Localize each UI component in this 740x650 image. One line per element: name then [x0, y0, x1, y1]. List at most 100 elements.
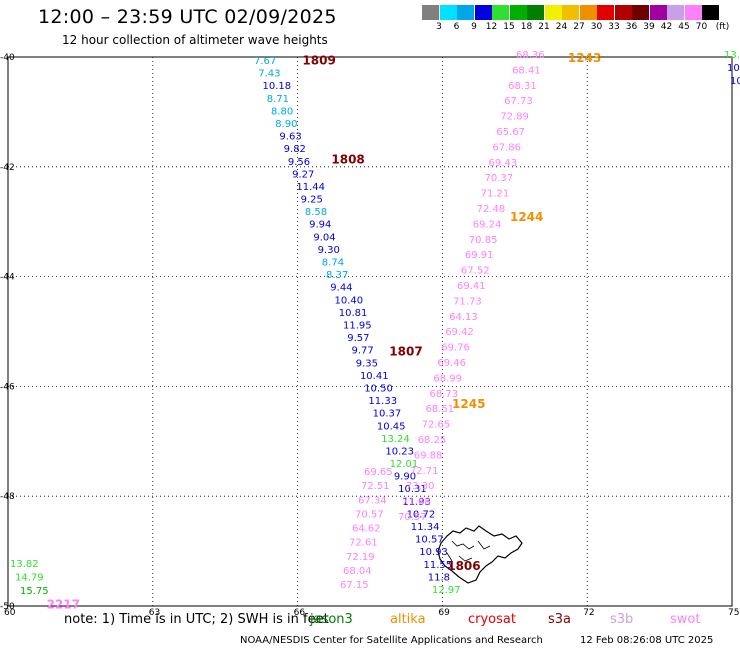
track-point-altika: 68.36: [516, 50, 545, 61]
track-point-s3a: 10.57: [415, 535, 444, 546]
track-point-edge: 10: [730, 76, 740, 87]
track-point-altika: 67.86: [492, 142, 521, 153]
lon-tick-label: 69: [438, 608, 450, 618]
satellite-altika: altika: [390, 612, 426, 627]
track-point-altika: 70.85: [469, 235, 498, 246]
track-point-s3a: 9.44: [330, 283, 352, 294]
legend-swatch: [492, 5, 509, 20]
track-point-altika: 69.88: [414, 450, 443, 461]
track-point-s3a: 11.95: [343, 321, 372, 332]
track-point-swot: 72.51: [361, 481, 390, 492]
satellite-s3b: s3b: [610, 612, 634, 627]
track-point-swot: 72.61: [349, 538, 378, 549]
track-point-s3a: 9.30: [318, 245, 340, 256]
track-point-edge: 10: [727, 63, 740, 74]
satellite-cryosat: cryosat: [468, 612, 516, 627]
lat-tick-label: -50: [0, 602, 15, 612]
track-point-s3a: 13.24: [381, 434, 410, 445]
track-point-s3a: 7.43: [258, 69, 280, 80]
track-point-s3a: 8.74: [322, 258, 344, 269]
track-point-altika: 70.57: [398, 512, 427, 523]
legend-swatch: [457, 5, 474, 20]
track-point-altika: 71.73: [453, 296, 482, 307]
legend-label: 3: [436, 22, 442, 32]
legend-label: 12: [485, 22, 498, 32]
track-point-altika: 67.52: [461, 266, 490, 277]
track-point-s3a: 10.18: [262, 81, 291, 92]
pass-number-label: 1808: [331, 153, 364, 167]
track-point-altika: 71.21: [481, 189, 510, 200]
track-point-s3a: 8.80: [271, 106, 293, 117]
track-point-altika: 69.41: [457, 281, 486, 292]
track-point-s3a: 11.44: [296, 182, 325, 193]
track-point-s3a: 10.72: [407, 509, 436, 520]
track-point-altika: 72.71: [410, 466, 439, 477]
track-point-altika: 69.43: [488, 158, 517, 169]
track-point-s3a: 12.97: [432, 585, 461, 596]
legend-swatch: [527, 5, 544, 20]
legend-swatch: [632, 5, 649, 20]
legend-swatch: [702, 5, 719, 20]
track-point-s3a: 9.82: [284, 144, 306, 155]
legend-swatch: [544, 5, 562, 20]
track-point-s3a: 9.56: [288, 157, 310, 168]
legend-label: 36: [625, 22, 638, 32]
legend-swatch: [614, 5, 632, 20]
track-point-altika: 68.73: [429, 389, 458, 400]
track-point-s3a: 9.04: [313, 232, 335, 243]
legend-label: 21: [538, 22, 550, 32]
page-subtitle: 12 hour collection of altimeter wave hei…: [62, 33, 328, 47]
legend-label: 45: [678, 22, 690, 32]
satellite-s3a: s3a: [548, 612, 572, 627]
legend-label: 33: [608, 22, 620, 32]
track-point-s3a: 10.93: [419, 547, 448, 558]
track-point-altika: 70.37: [485, 173, 514, 184]
track-point-altika: 69.91: [465, 250, 494, 261]
track-point-altika: 65.67: [496, 127, 525, 138]
legend-label: 30: [590, 22, 603, 32]
lon-tick-label: 72: [583, 608, 594, 618]
track-point-s3a: 9.57: [347, 333, 369, 344]
track-point-altika: 68.41: [512, 65, 541, 76]
track-point-s3a: 10.45: [377, 421, 406, 432]
legend-swatch: [439, 5, 457, 20]
pass-number-label: 2217: [47, 597, 80, 611]
track-point-altika: 68.99: [433, 373, 462, 384]
legend-label: 70: [695, 22, 708, 32]
track-point-altika: 69.24: [473, 219, 502, 230]
track-point-altika: 68.31: [508, 81, 537, 92]
legend-swatch: [509, 5, 527, 20]
pass-number-label: 1243: [568, 51, 601, 65]
footer-timestamp: 12 Feb 08:26:08 UTC 2025: [580, 635, 714, 646]
footer-credit: NOAA/NESDIS Center for Satellite Applica…: [240, 635, 543, 646]
track-point-altika: 67.73: [504, 96, 533, 107]
track-point-altika: 68.25: [418, 435, 447, 446]
pass-number-label: 1809: [302, 54, 335, 68]
track-point-s3a: 11.33: [368, 396, 397, 407]
track-point-altika: 72.89: [500, 112, 529, 123]
track-point-s3a: 11.8: [428, 572, 450, 583]
track-point-swot: 67.34: [358, 495, 387, 506]
legend-label: 39: [643, 22, 655, 32]
track-point-swot: 69.65: [364, 467, 393, 478]
track-point-s3a: 9.90: [394, 472, 416, 483]
page-title: 12:00 – 23:59 UTC 02/09/2025: [38, 6, 337, 28]
track-point-jason3: 15.75: [20, 586, 49, 597]
lat-lon-grid: [8, 57, 732, 606]
legend-swatch: [649, 5, 667, 20]
altimeter-tracks: 7.677.4310.188.718.808.909.639.829.569.2…: [10, 50, 740, 597]
track-point-altika: 71.68: [402, 497, 431, 508]
map-frame: [7, 56, 733, 607]
track-point-altika: 64.13: [449, 312, 478, 323]
lon-tick-label: 60: [4, 608, 16, 618]
track-point-altika: 69.46: [437, 358, 466, 369]
track-point-s3a: 9.77: [351, 346, 373, 357]
track-point-s3a: 8.71: [267, 94, 289, 105]
track-point-s3a: 8.58: [305, 207, 327, 218]
track-point-s3a: 9.25: [301, 195, 323, 206]
track-point-swot: 72.19: [346, 552, 375, 563]
pass-number-label: 1807: [389, 345, 422, 359]
track-point-altika: 68.51: [426, 404, 455, 415]
lat-tick-label: -40: [0, 53, 15, 63]
